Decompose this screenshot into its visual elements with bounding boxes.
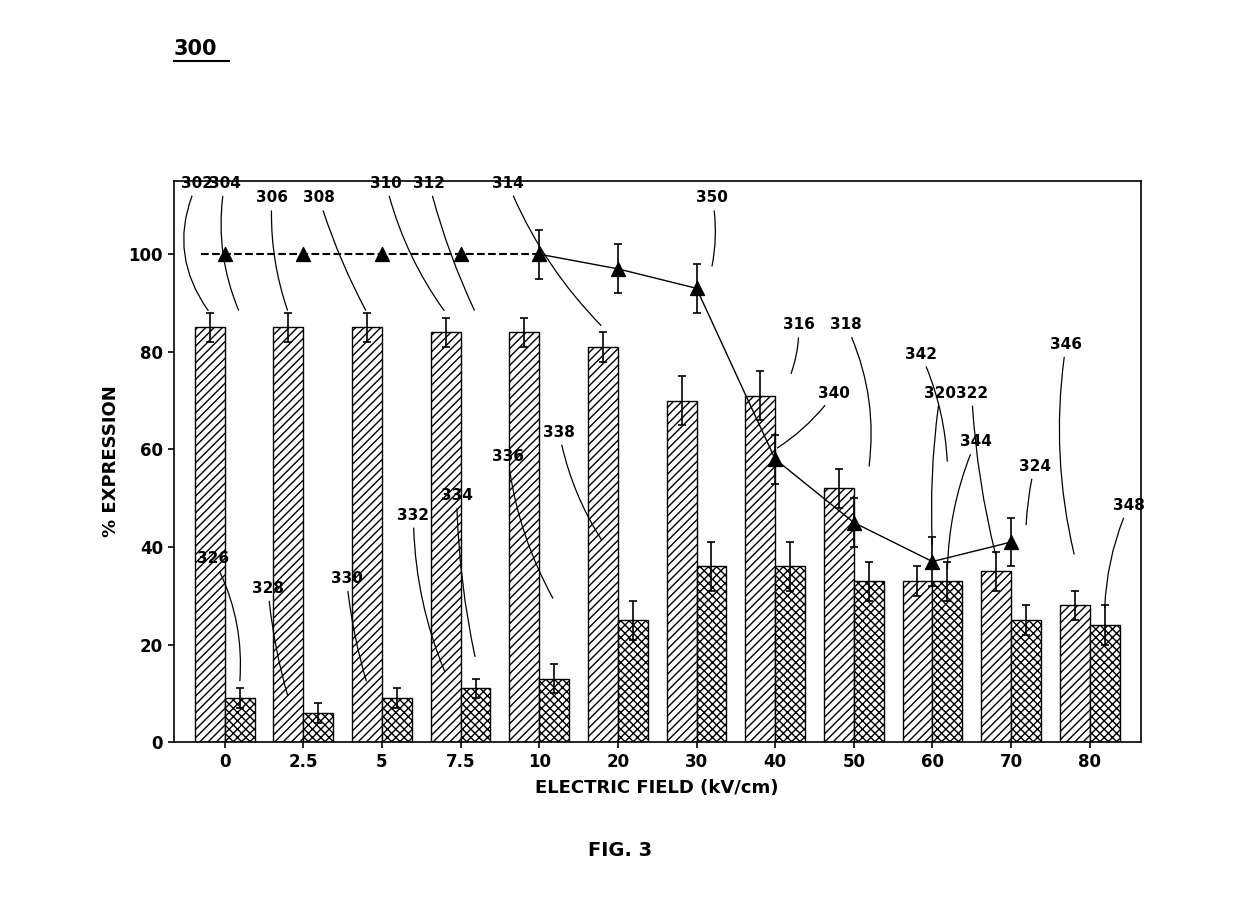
Text: 340: 340 [777, 386, 851, 448]
Text: 308: 308 [303, 190, 366, 310]
Text: 350: 350 [697, 190, 728, 266]
Text: 338: 338 [543, 424, 601, 539]
Text: 334: 334 [440, 488, 475, 656]
Bar [382, 698, 412, 742]
Bar [823, 489, 854, 742]
Bar [460, 689, 491, 742]
Bar [588, 347, 618, 742]
Bar [539, 679, 569, 742]
Point [844, 515, 864, 529]
Text: 332: 332 [398, 508, 445, 672]
Bar [304, 713, 334, 742]
Bar [1011, 620, 1040, 742]
Text: 306: 306 [255, 190, 288, 310]
Bar [274, 328, 304, 742]
Bar [667, 401, 697, 742]
Point [294, 247, 314, 262]
Text: 342: 342 [905, 347, 947, 462]
Text: 310: 310 [370, 176, 444, 310]
Bar [745, 395, 775, 742]
Bar [224, 698, 254, 742]
Point [450, 247, 470, 262]
Bar [352, 328, 382, 742]
Text: 304: 304 [208, 176, 241, 310]
Text: 300: 300 [174, 39, 217, 59]
Bar [903, 581, 932, 742]
Text: 312: 312 [413, 176, 475, 310]
Bar [981, 571, 1011, 742]
Bar [430, 332, 460, 742]
Y-axis label: % EXPRESSION: % EXPRESSION [103, 386, 120, 538]
Point [529, 247, 549, 262]
Text: 302: 302 [181, 176, 213, 310]
Text: 336: 336 [492, 449, 553, 598]
Point [765, 452, 785, 466]
Text: 344: 344 [947, 434, 992, 568]
Text: 346: 346 [1050, 337, 1083, 554]
Point [923, 555, 942, 569]
Text: 324: 324 [1018, 459, 1050, 525]
Bar [854, 581, 884, 742]
Bar [510, 332, 539, 742]
X-axis label: ELECTRIC FIELD (kV/cm): ELECTRIC FIELD (kV/cm) [536, 779, 779, 796]
Point [372, 247, 392, 262]
Bar [618, 620, 647, 742]
Point [687, 281, 707, 296]
Text: 326: 326 [197, 551, 241, 681]
Bar [1090, 625, 1120, 742]
Bar [775, 567, 805, 742]
Text: 322: 322 [956, 386, 996, 554]
Point [608, 262, 627, 276]
Bar [195, 328, 224, 742]
Text: 320: 320 [924, 386, 956, 544]
Text: 316: 316 [782, 318, 815, 374]
Bar [1060, 605, 1090, 742]
Bar [932, 581, 962, 742]
Point [1001, 535, 1021, 549]
Text: 318: 318 [830, 318, 872, 466]
Text: 328: 328 [252, 581, 288, 696]
Bar [697, 567, 727, 742]
Text: 330: 330 [331, 571, 366, 681]
Text: FIG. 3: FIG. 3 [588, 842, 652, 860]
Text: 314: 314 [492, 176, 601, 326]
Point [215, 247, 234, 262]
Text: 348: 348 [1105, 498, 1145, 607]
